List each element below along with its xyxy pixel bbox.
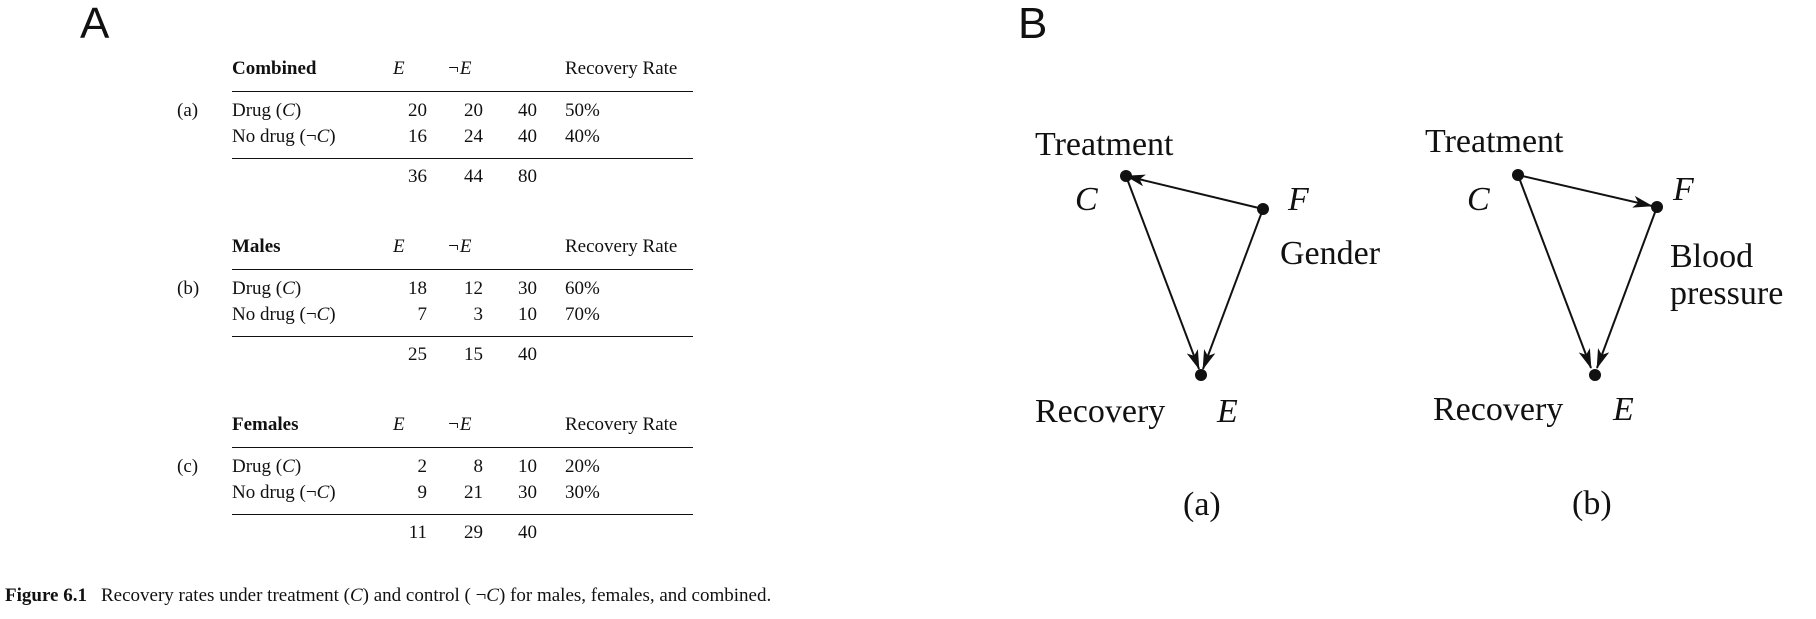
row-label: Drug (C) (232, 278, 302, 299)
column-header-rate: Recovery Rate (565, 414, 678, 435)
table-section-females: Females E ¬E Recovery Rate (c) Drug (C) … (160, 414, 700, 584)
cell-not-e: 24 (464, 126, 483, 147)
rule-line (232, 158, 693, 159)
cell-rate: 40% (565, 126, 600, 147)
cell-not-e: 3 (473, 304, 484, 325)
diagram-b: Treatment C F Blood pressure Recovery E … (1425, 123, 1783, 522)
table-section-combined: Combined E ¬E Recovery Rate (a) Drug (C)… (160, 58, 700, 228)
cell-e: 18 (408, 278, 427, 299)
cell-not-e: 8 (473, 456, 484, 477)
row-label: No drug (¬C) (232, 304, 336, 325)
total-e: 25 (408, 344, 427, 365)
cell-total: 10 (518, 456, 537, 477)
total-e: 11 (408, 522, 427, 543)
cell-e: 7 (417, 304, 428, 325)
row-label: No drug (¬C) (232, 126, 336, 147)
cell-e: 9 (417, 482, 428, 503)
node-f-name-line-2: pressure (1670, 275, 1783, 312)
figure-caption: Figure 6.1 Recovery rates under treatment… (5, 585, 772, 606)
node-f-symbol: F (1672, 171, 1695, 208)
column-header-not-e: ¬E (447, 236, 472, 257)
rule-line (232, 447, 693, 448)
edge-c-to-e (1125, 175, 1200, 370)
section-tag: (b) (177, 278, 200, 299)
node-c (1120, 170, 1132, 182)
rule-line (232, 514, 693, 515)
node-f-name: Gender (1280, 235, 1381, 272)
column-header-rate: Recovery Rate (565, 236, 678, 257)
edge-c-to-e (1517, 174, 1592, 369)
cell-not-e: 21 (464, 482, 483, 503)
column-header-rate: Recovery Rate (565, 58, 678, 79)
section-tag: (a) (177, 100, 199, 121)
node-f (1651, 201, 1663, 213)
cell-total: 30 (518, 482, 537, 503)
cell-total: 30 (518, 278, 537, 299)
total-all: 80 (518, 166, 537, 187)
cell-e: 2 (417, 456, 428, 477)
edge-f-to-e (1596, 206, 1658, 369)
rule-line (232, 91, 693, 92)
node-c-symbol: C (1075, 181, 1098, 218)
cell-rate: 70% (565, 304, 600, 325)
node-f (1257, 203, 1269, 215)
section-title: Females (232, 414, 299, 435)
panel-label-a: A (80, 0, 110, 48)
node-c-name: Treatment (1425, 123, 1564, 160)
node-f-name-line-1: Blood (1670, 238, 1753, 275)
row-label: No drug (¬C) (232, 482, 336, 503)
cell-total: 40 (518, 100, 537, 121)
row-label: Drug (C) (232, 100, 302, 121)
node-f-symbol: F (1287, 181, 1310, 218)
node-e-symbol: E (1612, 391, 1634, 428)
cell-e: 16 (408, 126, 427, 147)
column-header-e: E (393, 414, 405, 435)
edge-c-to-f (1517, 174, 1653, 208)
node-e-symbol: E (1216, 393, 1238, 430)
figure-label: Figure 6.1 (5, 585, 87, 606)
column-header-e: E (393, 236, 405, 257)
row-label: Drug (C) (232, 456, 302, 477)
total-e: 36 (408, 166, 427, 187)
edge-f-to-c (1125, 174, 1264, 210)
total-not-e: 15 (464, 344, 483, 365)
cell-rate: 30% (565, 482, 600, 503)
section-title: Combined (232, 58, 317, 79)
column-header-not-e: ¬E (447, 58, 472, 79)
edge-f-to-e (1202, 208, 1264, 370)
column-header-e: E (393, 58, 405, 79)
column-header-not-e: ¬E (447, 414, 472, 435)
node-e-name: Recovery (1035, 393, 1165, 430)
panel-label-b: B (1018, 0, 1048, 48)
rule-line (232, 269, 693, 270)
cell-not-e: 12 (464, 278, 483, 299)
node-c-name: Treatment (1035, 126, 1174, 163)
cell-total: 10 (518, 304, 537, 325)
cell-e: 20 (408, 100, 427, 121)
cell-rate: 50% (565, 100, 600, 121)
node-c (1512, 169, 1524, 181)
total-all: 40 (518, 344, 537, 365)
section-title: Males (232, 236, 281, 257)
total-not-e: 29 (464, 522, 483, 543)
cell-rate: 20% (565, 456, 600, 477)
node-e-name: Recovery (1433, 391, 1563, 428)
node-e (1589, 369, 1601, 381)
section-tag: (c) (177, 456, 199, 477)
cell-rate: 60% (565, 278, 600, 299)
node-c-symbol: C (1467, 181, 1490, 218)
rule-line (232, 336, 693, 337)
total-all: 40 (518, 522, 537, 543)
node-e (1195, 369, 1207, 381)
cell-not-e: 20 (464, 100, 483, 121)
subcaption-b: (b) (1572, 485, 1612, 522)
diagram-a: Treatment C F Gender Recovery E (a) (1035, 126, 1381, 523)
table-section-males: Males E ¬E Recovery Rate (b) Drug (C) 18… (160, 236, 700, 406)
subcaption-a: (a) (1183, 486, 1221, 523)
total-not-e: 44 (464, 166, 483, 187)
cell-total: 40 (518, 126, 537, 147)
